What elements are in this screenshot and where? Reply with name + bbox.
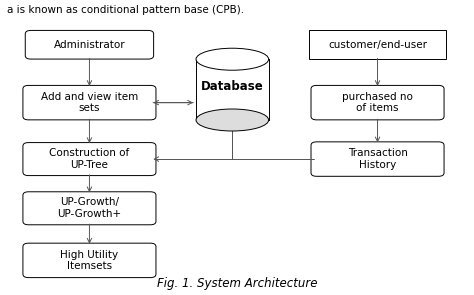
FancyBboxPatch shape: [311, 142, 444, 176]
FancyBboxPatch shape: [23, 86, 156, 120]
Text: Construction of
UP-Tree: Construction of UP-Tree: [49, 148, 129, 170]
FancyBboxPatch shape: [25, 30, 154, 59]
Bar: [196, 59, 269, 120]
FancyBboxPatch shape: [23, 192, 156, 225]
Text: Administrator: Administrator: [54, 40, 125, 50]
Text: Database: Database: [201, 80, 264, 93]
Text: Fig. 1. System Architecture: Fig. 1. System Architecture: [157, 277, 317, 290]
FancyBboxPatch shape: [309, 30, 447, 59]
FancyBboxPatch shape: [311, 86, 444, 120]
Text: UP-Growth/
UP-Growth+: UP-Growth/ UP-Growth+: [57, 197, 121, 219]
FancyBboxPatch shape: [23, 243, 156, 278]
Text: High Utility
Itemsets: High Utility Itemsets: [60, 250, 118, 271]
Text: customer/end-user: customer/end-user: [328, 40, 427, 50]
Text: a is known as conditional pattern base (CPB).: a is known as conditional pattern base (…: [8, 5, 245, 15]
Ellipse shape: [196, 48, 269, 70]
FancyBboxPatch shape: [23, 142, 156, 176]
Ellipse shape: [196, 109, 269, 131]
Text: Add and view item
sets: Add and view item sets: [41, 92, 138, 114]
Text: purchased no
of items: purchased no of items: [342, 92, 413, 114]
Text: Transaction
History: Transaction History: [347, 148, 408, 170]
